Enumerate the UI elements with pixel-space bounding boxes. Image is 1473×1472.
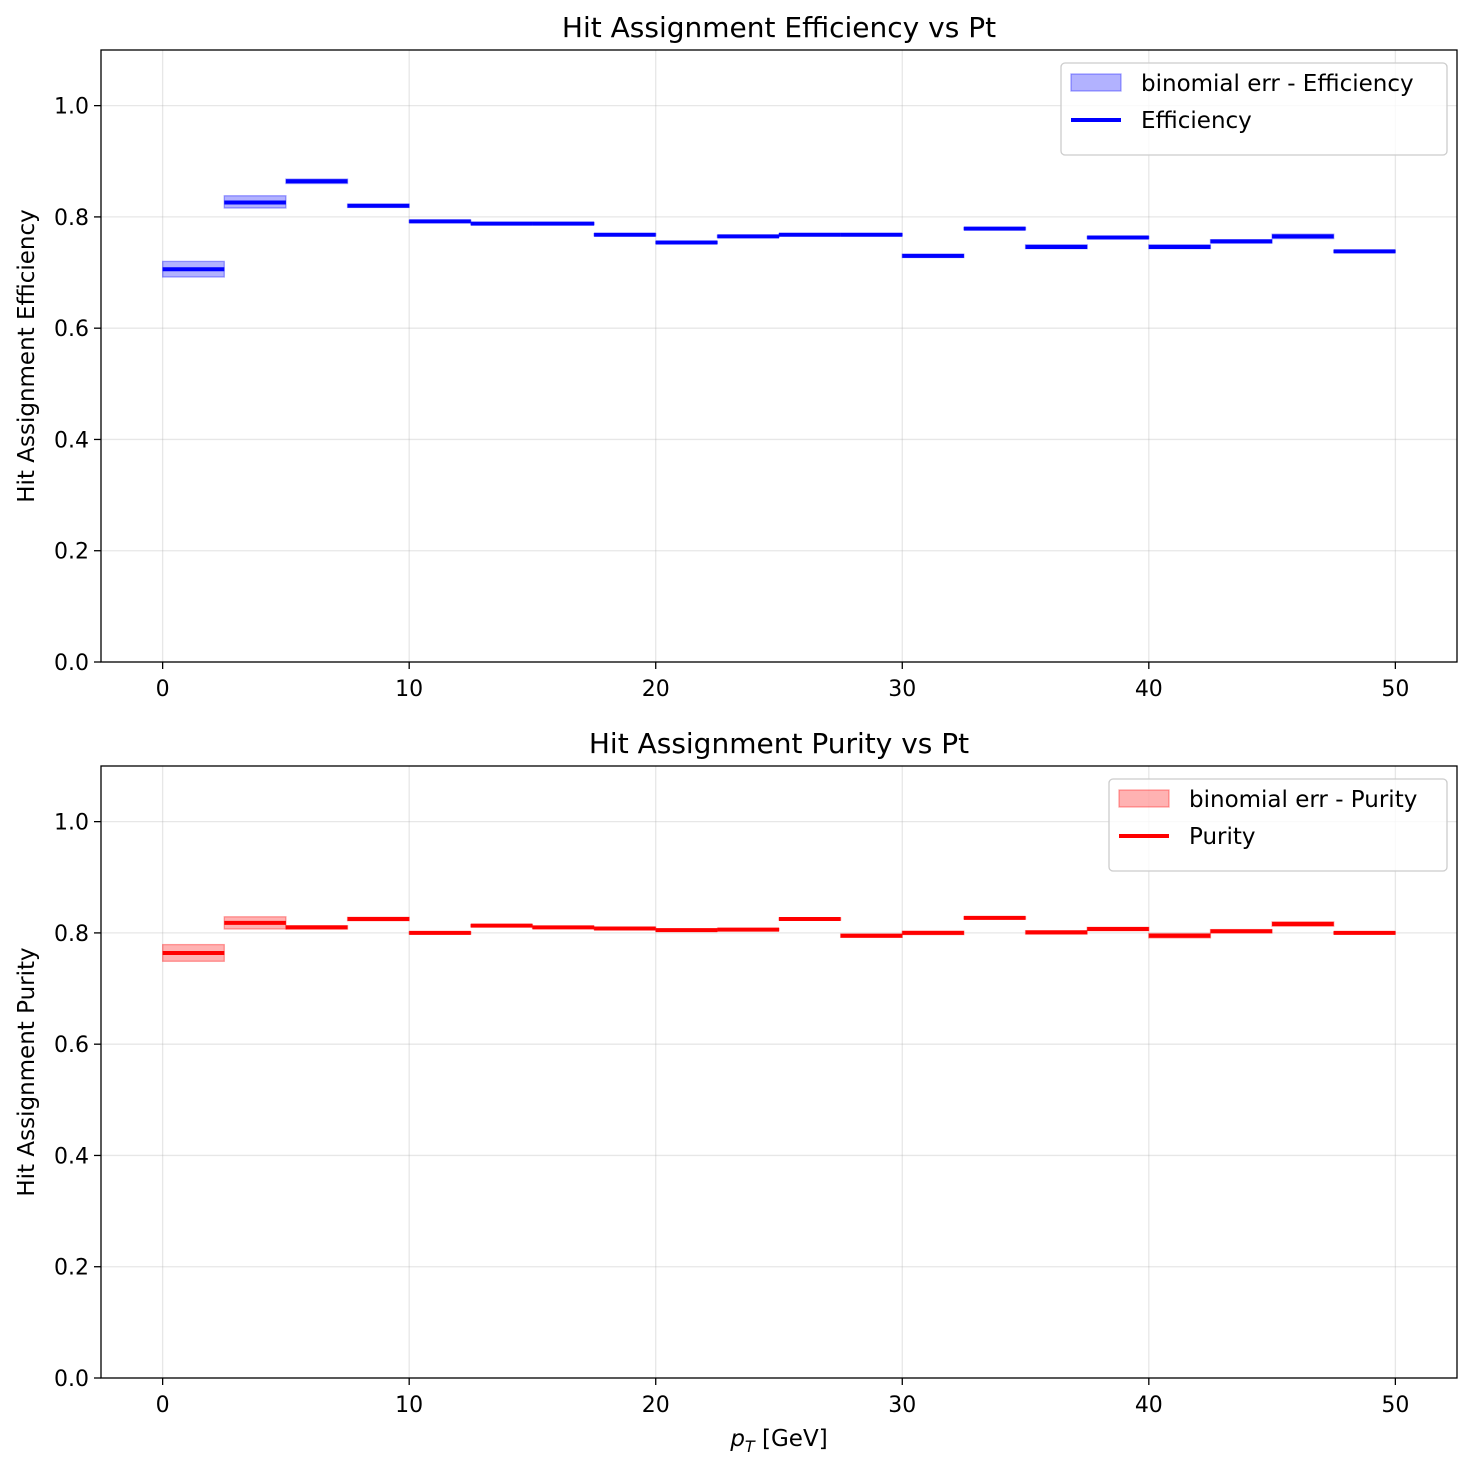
efficiency-y-tick-label: 0.6 bbox=[54, 317, 89, 342]
purity-y-tick-label: 0.4 bbox=[54, 1144, 89, 1169]
purity-x-tick-label: 20 bbox=[642, 1393, 670, 1418]
efficiency-y-axis-label: Hit Assignment Efficiency bbox=[14, 209, 40, 503]
efficiency-x-tick-label: 50 bbox=[1381, 677, 1409, 702]
efficiency-legend: binomial err - Efficiency Efficiency bbox=[1060, 62, 1448, 156]
efficiency-y-tick-label: 1.0 bbox=[54, 95, 89, 120]
purity-axes-frame bbox=[100, 765, 1458, 1379]
purity-legend-band-swatch bbox=[1118, 789, 1170, 808]
purity-x-tick-label: 0 bbox=[156, 1393, 170, 1418]
purity-y-tick-label: 0.6 bbox=[54, 1033, 89, 1058]
efficiency-y-tick-label: 0.2 bbox=[54, 540, 89, 565]
purity-x-tick-label: 30 bbox=[888, 1393, 916, 1418]
efficiency-y-tick-label: 0.4 bbox=[54, 428, 89, 453]
purity-legend-box bbox=[1108, 778, 1448, 872]
efficiency-legend-band-swatch bbox=[1070, 73, 1122, 92]
purity-y-ticks: 0.0 0.2 0.4 0.6 0.8 1.0 bbox=[54, 811, 101, 1392]
efficiency-y-tick-label: 0.0 bbox=[54, 651, 89, 676]
efficiency-x-tick-label: 0 bbox=[156, 677, 170, 702]
purity-lines bbox=[162, 915, 1396, 955]
purity-x-ticks: 0 10 20 30 40 50 bbox=[156, 1378, 1409, 1418]
purity-legend-line-label: Purity bbox=[1189, 824, 1256, 850]
purity-y-tick-label: 0.2 bbox=[54, 1256, 89, 1281]
efficiency-x-tick-label: 30 bbox=[888, 677, 916, 702]
purity-y-tick-label: 0.8 bbox=[54, 922, 89, 947]
efficiency-lines bbox=[162, 179, 1396, 272]
efficiency-legend-band-label: binomial err - Efficiency bbox=[1141, 71, 1414, 97]
efficiency-legend-line-label: Efficiency bbox=[1141, 108, 1252, 134]
efficiency-y-ticks: 0.0 0.2 0.4 0.6 0.8 1.0 bbox=[54, 95, 101, 676]
purity-y-tick-label: 0.0 bbox=[54, 1367, 89, 1392]
purity-legend-band-label: binomial err - Purity bbox=[1189, 787, 1417, 813]
efficiency-x-tick-label: 40 bbox=[1135, 677, 1163, 702]
efficiency-y-tick-label: 0.8 bbox=[54, 206, 89, 231]
efficiency-x-tick-label: 10 bbox=[395, 677, 423, 702]
purity-legend: binomial err - Purity Purity bbox=[1108, 778, 1448, 872]
efficiency-legend-box bbox=[1060, 62, 1448, 156]
purity-chart-title: Hit Assignment Purity vs Pt bbox=[589, 727, 969, 760]
purity-y-axis-label: Hit Assignment Purity bbox=[14, 947, 40, 1196]
purity-x-tick-label: 40 bbox=[1135, 1393, 1163, 1418]
efficiency-axes-frame bbox=[100, 49, 1458, 663]
purity-panel: 0 10 20 30 40 50 0.0 0.2 0.4 0.6 0.8 1.0 Hit Assig… bbox=[14, 727, 1458, 1456]
efficiency-x-tick-label: 20 bbox=[642, 677, 670, 702]
purity-x-tick-label: 50 bbox=[1381, 1393, 1409, 1418]
efficiency-x-ticks: 0 10 20 30 40 50 bbox=[156, 662, 1409, 702]
purity-x-axis-label: pT [GeV] bbox=[729, 1426, 827, 1456]
efficiency-chart-title: Hit Assignment Efficiency vs Pt bbox=[562, 11, 996, 44]
efficiency-panel: 0 10 20 30 40 50 0.0 0.2 0.4 0.6 0.8 1.0 Hit Assig… bbox=[14, 11, 1458, 702]
purity-y-tick-label: 1.0 bbox=[54, 811, 89, 836]
purity-x-tick-label: 10 bbox=[395, 1393, 423, 1418]
